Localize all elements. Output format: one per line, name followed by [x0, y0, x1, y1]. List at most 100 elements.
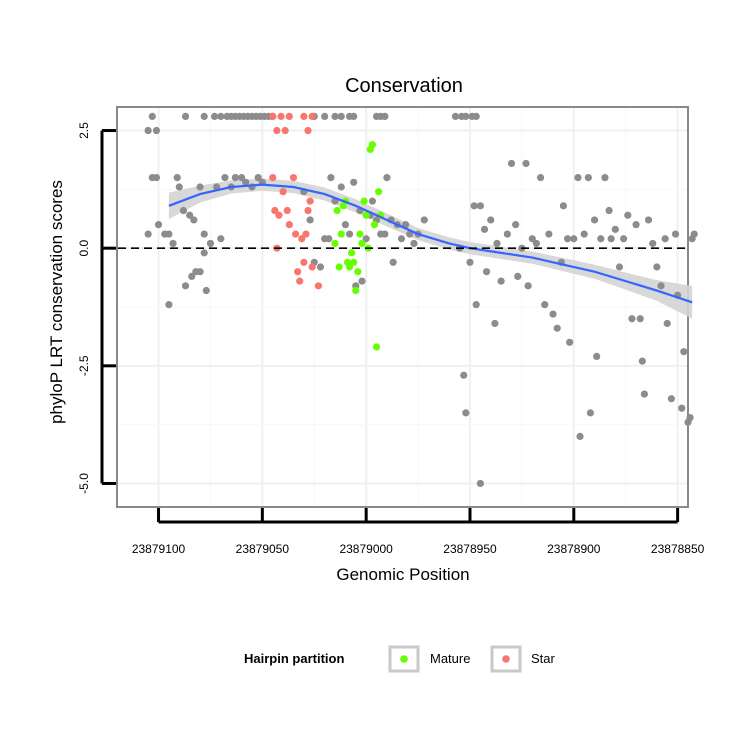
- point-other-131: [584, 173, 592, 182]
- point-other-80: [362, 235, 370, 243]
- point-other-143: [628, 315, 636, 323]
- point-star-5: [283, 206, 291, 215]
- point-other-88: [389, 258, 397, 266]
- point-star-4: [279, 188, 287, 196]
- legend: Hairpin partition Mature Star: [244, 645, 556, 673]
- point-other-162: [690, 230, 698, 238]
- point-other-103: [480, 225, 489, 233]
- point-star-14: [304, 206, 312, 215]
- point-other-151: [657, 282, 665, 290]
- point-other-19: [217, 235, 225, 243]
- point-mature-20: [372, 343, 381, 351]
- point-other-138: [607, 235, 615, 243]
- point-star-16: [308, 263, 316, 271]
- point-other-137: [605, 206, 613, 215]
- point-other-64: [472, 112, 480, 121]
- point-other-155: [671, 230, 680, 238]
- point-mature-21: [375, 188, 383, 196]
- confidence-band: [168, 178, 693, 319]
- y-tick-label-2: -2.5: [77, 355, 91, 376]
- point-mature-14: [360, 197, 368, 205]
- point-star-6: [285, 221, 293, 229]
- point-other-11: [175, 183, 183, 191]
- point-star-13: [302, 230, 310, 238]
- point-star-19: [273, 126, 281, 135]
- y-tick-label-3: -5.0: [77, 473, 91, 494]
- point-star-8: [291, 230, 300, 238]
- point-other-99: [466, 258, 474, 266]
- point-other-20: [221, 173, 229, 182]
- point-other-153: [663, 319, 671, 328]
- point-other-74: [341, 221, 349, 229]
- point-other-9: [169, 239, 177, 248]
- point-other-16: [200, 230, 208, 238]
- point-mature-19: [370, 221, 379, 229]
- point-other-26: [254, 173, 262, 182]
- x-tick-label-0: 23879100: [132, 542, 186, 556]
- point-star-0: [269, 173, 277, 182]
- point-other-56: [350, 112, 358, 121]
- point-other-68: [316, 263, 325, 271]
- point-other-157: [678, 404, 686, 412]
- point-other-36: [200, 112, 208, 121]
- point-other-35: [181, 112, 190, 121]
- x-axis-title: Genomic Position: [336, 565, 469, 584]
- point-other-147: [640, 390, 648, 398]
- point-other-132: [586, 409, 595, 417]
- point-star-15: [306, 197, 314, 205]
- legend-mature-dot: [400, 655, 408, 663]
- point-other-163: [476, 479, 484, 488]
- point-other-52: [321, 112, 329, 121]
- point-other-24: [242, 178, 250, 186]
- point-other-148: [644, 216, 653, 224]
- point-other-12: [179, 206, 188, 215]
- point-other-34: [202, 286, 210, 295]
- point-other-90: [397, 235, 406, 243]
- point-other-14: [190, 216, 198, 224]
- point-other-30: [188, 272, 196, 281]
- point-other-1: [148, 112, 156, 121]
- point-mature-2: [335, 263, 343, 271]
- point-other-104: [482, 268, 491, 276]
- point-mature-3: [337, 230, 345, 238]
- point-other-152: [661, 235, 669, 243]
- point-other-136: [601, 173, 609, 182]
- point-other-144: [632, 221, 640, 229]
- point-other-32: [196, 268, 204, 276]
- confidence-ribbon: [168, 178, 693, 319]
- point-other-108: [497, 277, 505, 285]
- point-other-0: [144, 126, 152, 135]
- point-other-33: [200, 249, 208, 257]
- point-other-101: [472, 301, 480, 309]
- point-other-17: [206, 239, 215, 248]
- point-other-125: [563, 235, 572, 243]
- point-star-9: [294, 268, 302, 276]
- point-star-12: [300, 258, 308, 266]
- point-other-73: [337, 183, 345, 191]
- point-other-124: [559, 202, 568, 210]
- point-other-70: [325, 235, 333, 243]
- point-star-7: [289, 173, 298, 182]
- legend-title: Hairpin partition: [244, 651, 344, 666]
- x-tick-label-2: 23879000: [339, 542, 393, 556]
- point-mature-18: [368, 141, 376, 149]
- point-other-86: [383, 173, 391, 182]
- point-other-118: [536, 173, 545, 182]
- point-other-2: [152, 126, 161, 135]
- point-other-82: [368, 197, 376, 205]
- point-other-60: [451, 112, 460, 121]
- point-star-24: [304, 126, 312, 135]
- point-other-128: [574, 173, 582, 182]
- legend-key-star: [490, 645, 522, 673]
- point-other-38: [217, 112, 225, 121]
- point-star-11: [298, 235, 306, 243]
- point-other-121: [549, 310, 557, 318]
- point-mature-9: [350, 258, 358, 266]
- point-other-95: [420, 216, 428, 224]
- point-other-111: [512, 221, 520, 229]
- point-other-160: [686, 413, 694, 422]
- point-star-17: [314, 282, 323, 290]
- point-other-79: [358, 277, 366, 285]
- point-other-114: [522, 159, 530, 168]
- point-other-119: [541, 301, 549, 309]
